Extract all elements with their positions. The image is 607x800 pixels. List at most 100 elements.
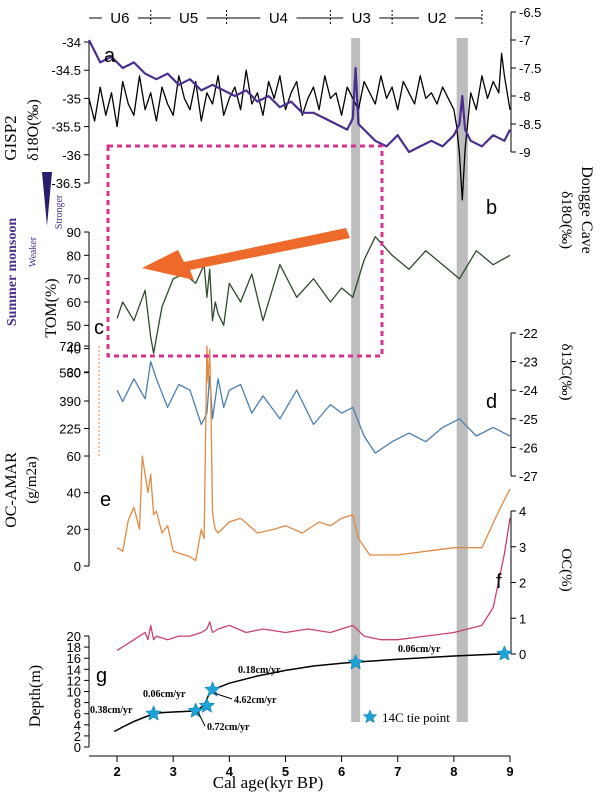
panel-letter-c: c: [94, 317, 104, 339]
monsoon-wedge: [42, 172, 52, 226]
a-y-axis-tick-label-4: -36: [62, 148, 81, 163]
g-y-axis-tick-label-2: 16: [67, 651, 81, 666]
e-y-axis-tick-label-4: 60: [67, 449, 81, 464]
panel-letter-f: f: [496, 571, 502, 593]
tie-point-4: [204, 681, 221, 697]
x-axis-tick-label-5: 7: [394, 764, 401, 779]
x-axis: 2 3 4 5 6 7 8 9: [89, 755, 514, 779]
unit-bar: U6 U5 U4 U3 U2: [89, 9, 483, 27]
unit-label-bg-5: [419, 9, 456, 27]
a-y-axis-tick-label-3: -35.5: [51, 120, 81, 135]
c-y-axis-tick-label-1: 80: [67, 248, 81, 263]
f-y-axis-tick-label-4: 0: [519, 647, 526, 662]
f-y-axis-tick-label-1: 3: [519, 540, 526, 555]
g-y-axis-tick-label-8: 4: [74, 718, 81, 733]
rate-label-5: 0.18cm/yr: [238, 665, 281, 676]
series-gisp2: [88, 52, 511, 201]
g-y-axis-tick-label-1: 18: [67, 640, 81, 655]
unit-label-bg-3: [260, 9, 297, 27]
tie-point-1: [145, 705, 162, 721]
e-y-axis-tick-label-0: 720: [59, 339, 81, 354]
g-y-axis-tick-label-10: 0: [74, 740, 81, 755]
panel-letter-d: d: [486, 391, 497, 413]
monsoon-label: Summer monsoon: [5, 218, 20, 326]
b-y-axis-tick-label-4: -7: [519, 33, 531, 48]
c-y-axis-tick-label-4: 50: [67, 318, 81, 333]
rate-label-6: 0.06cm/yr: [398, 644, 441, 655]
b-y-axis-tick-label-2: -8: [519, 89, 531, 104]
g-y-axis-tick-label-6: 8: [74, 696, 81, 711]
panel-b: -9 -8.5 -8 -7.5 -7 -6.5: [88, 5, 541, 160]
x-axis-tick-label-6: 8: [450, 764, 457, 779]
unit-label-U4: U4: [269, 10, 288, 27]
panel-e: 720 560 390 225 60 40 20 0: [59, 339, 511, 574]
x-axis-tick-label-7: 9: [506, 764, 513, 779]
rate-label-4: 4.62cm/yr: [234, 695, 277, 706]
panel-a: -34 -34.5 -35 -35.5 -36 -36.5: [51, 35, 511, 201]
g-y-axis-tick-label-0: 20: [67, 629, 81, 644]
b-y-axis-tick-label-0: -9: [519, 145, 531, 160]
rate-pointer-1: [213, 692, 233, 700]
trend-arrow: [142, 228, 350, 280]
unit-label-bg-2: [170, 9, 207, 27]
d-y-axis-tick-label-1: -23: [519, 355, 538, 370]
axis-title-a-line2: δ18O(‰): [25, 99, 42, 161]
panel-letter-b: b: [486, 197, 497, 219]
g-y-axis-tick-label-9: 2: [74, 729, 81, 744]
d-y-axis-tick-label-0: -22: [519, 326, 538, 341]
tie-point-legend-label: 14C tie point: [382, 710, 450, 725]
c-y-axis-tick-label-6: 30: [67, 365, 81, 380]
a-y-axis-tick-label-0: -34: [62, 35, 81, 50]
e-y-axis-tick-label-5: 40: [67, 486, 81, 501]
d-y-axis-tick-label-5: -27: [519, 469, 538, 484]
tie-point-6: [496, 645, 513, 661]
x-axis-tick-label-4: 6: [338, 764, 345, 779]
f-y-axis-tick-label-2: 2: [519, 576, 526, 591]
series-dongge: [88, 39, 511, 154]
e-y-axis-tick-label-2: 390: [59, 394, 81, 409]
c-y-axis-tick-label-3: 60: [67, 295, 81, 310]
e-y-axis-tick-label-6: 20: [67, 522, 81, 537]
unit-label-U2: U2: [427, 10, 446, 27]
e-y-axis-tick-label-3: 225: [59, 422, 81, 437]
unit-label-U5: U5: [179, 10, 198, 27]
g-y-axis-tick-label-3: 14: [67, 662, 81, 677]
c-y-axis-tick-label-0: 90: [67, 225, 81, 240]
axis-title-b-line1: Dongge Cave: [578, 166, 595, 254]
axis-title-b-line2: δ18O(‰): [558, 191, 574, 249]
highlight-box: [106, 144, 384, 358]
x-axis-tick-label-0: 2: [113, 764, 120, 779]
series-oc: [116, 517, 511, 651]
g-y-axis-tick-label-4: 12: [67, 673, 81, 688]
stronger-label: Stronger: [54, 194, 65, 229]
a-y-axis-tick-label-1: -34.5: [51, 63, 81, 78]
panel-d: -22 -23 -24 -25 -26 -27: [116, 326, 538, 484]
f-y-axis-tick-label-3: 1: [519, 611, 526, 626]
x-axis-tick-label-3: 5: [282, 764, 289, 779]
weaker-label: Weaker: [28, 236, 39, 267]
axis-title-a-line1: GISP2: [1, 115, 20, 160]
panel-letter-a: a: [104, 45, 116, 67]
tie-point-5: [347, 653, 364, 670]
axis-title-e-line2: (g/m2a): [24, 456, 40, 503]
unit-label-bg-1: [101, 9, 138, 27]
unit-label-U6: U6: [110, 10, 129, 27]
panel-g: 201816141210864200.38cm/yr0.06cm/yr0.72c…: [67, 629, 513, 755]
axis-title-d: δ13C(‰): [558, 343, 574, 400]
rate-label-3: 0.72cm/yr: [207, 722, 250, 733]
panel-letter-e: e: [100, 489, 111, 511]
panel-f: 4 3 2 1 0: [116, 504, 526, 662]
rate-pointer-2: [197, 711, 206, 727]
unit-label-bg-4: [343, 9, 380, 27]
axis-title-g: Depth(m): [27, 665, 44, 727]
a-y-axis-tick-label-5: -36.5: [51, 176, 81, 191]
g-y-axis-tick-label-7: 6: [74, 707, 81, 722]
x-axis-title: Cal age(kyr BP): [213, 773, 323, 792]
highlight-band-1: [351, 38, 361, 722]
series-oc-amar: [116, 345, 511, 562]
tie-point-legend-icon: [362, 709, 378, 724]
b-y-axis-tick-label-3: -7.5: [519, 61, 541, 76]
highlight-bands: [351, 38, 468, 722]
d-y-axis-tick-label-4: -26: [519, 440, 538, 455]
